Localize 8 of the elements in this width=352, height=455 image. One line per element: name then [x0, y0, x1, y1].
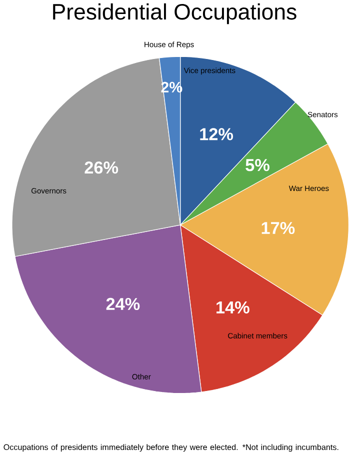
data-label: 14% — [216, 301, 250, 314]
data-label: 26% — [84, 161, 118, 174]
data-label: 5% — [246, 159, 270, 172]
data-label: 24% — [106, 298, 140, 310]
data-label: 17% — [262, 222, 295, 234]
data-label: 12% — [200, 128, 234, 140]
chart-title: Presidential Occupations — [53, 3, 297, 24]
text: Occupations of presidents immediately before they were elected. *Not including incumbants. — [4, 444, 338, 452]
